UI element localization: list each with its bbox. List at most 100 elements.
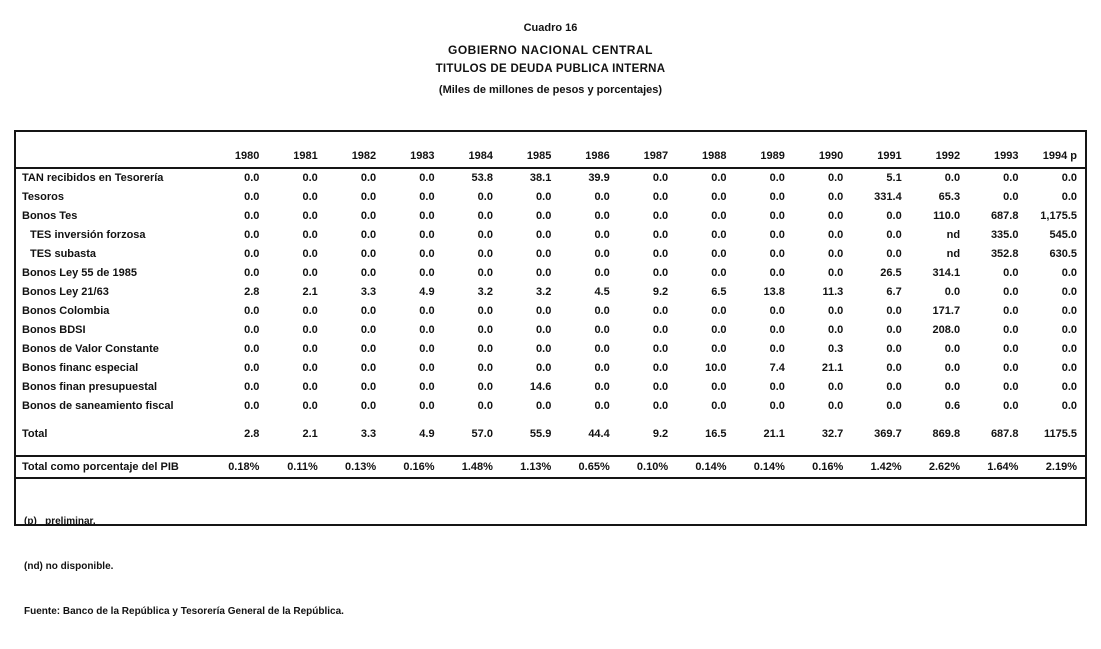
value-cell: 0.13% [325,455,385,479]
value-cell: 0.0 [652,190,669,203]
value-cell: 0.0 [419,399,435,412]
value-cell: 0.0 [419,323,435,336]
value-cell: 0.0 [360,399,377,412]
value-cell: 0.0 [769,380,785,393]
value-cell: 0.0 [1003,323,1019,336]
value-cell: 352.8 [990,247,1019,260]
year-header: 1986 [559,132,618,169]
value-cell: 10.0 [705,361,727,374]
table-row: Total 2.8 2.1 3.3 4.9 57.0 55.9 44.4 9.2 16.5 21.1… [16,424,1085,444]
value-cell: 0.0 [1061,190,1077,203]
value-cell: 0.0 [360,209,377,222]
value-cell: 0.3 [828,342,844,355]
value-cell: 0.0 [244,399,260,412]
row-label: Bonos de Valor Constante [22,342,159,355]
label-column-header [16,132,209,169]
value-cell: 0.0 [244,304,260,317]
value-cell: 0.0 [419,228,435,241]
value-cell: 0.0 [769,266,785,279]
value-cell: 0.0 [302,209,318,222]
row-label: Bonos BDSI [22,323,86,336]
value-cell: 9.2 [652,428,669,440]
table-number: Cuadro 16 [523,22,578,34]
value-cell: 65.3 [938,190,961,203]
value-cell: 0.0 [828,380,844,393]
value-cell: 0.0 [886,380,902,393]
value-cell: 0.0 [244,228,260,241]
value-cell: 0.0 [477,228,493,241]
value-cell: 0.0 [302,228,318,241]
value-cell: 0.0 [536,361,552,374]
value-cell: 14.6 [529,380,552,393]
table-row: Bonos BDSI 0.0 0.0 0.0 0.0 0.0 0.0 0.0 0.0 0.0 0.0… [16,320,1085,339]
value-cell: 0.0 [828,399,844,412]
value-cell: 16.5 [705,428,727,440]
value-cell: 3.2 [477,285,493,298]
value-cell: 0.0 [828,228,844,241]
value-cell: nd [946,247,961,260]
value-cell: 0.0 [652,323,669,336]
year-header: 1987 [617,132,677,169]
row-label: Total [22,428,48,440]
value-cell: 0.0 [594,190,610,203]
value-cell: 0.0 [944,380,961,393]
units-note: (Miles de millones de pesos y porcentaje… [438,84,663,96]
value-cell: 0.0 [1061,380,1077,393]
value-cell: 0.0 [652,342,669,355]
value-cell: 0.0 [594,209,610,222]
value-cell: 0.0 [360,304,377,317]
value-cell: 0.0 [769,209,785,222]
value-cell: 0.0 [244,172,260,184]
value-cell: 0.0 [360,323,377,336]
year-header: 1982 [325,132,385,169]
value-cell: 0.0 [477,209,493,222]
value-cell: 0.0 [769,247,785,260]
table-row: Bonos de saneamiento fiscal 0.0 0.0 0.0 0.0 0… [16,396,1085,415]
value-cell: 0.0 [594,247,610,260]
footnote-fuente: Fuente: Banco de la República y Tesorerí… [24,606,344,617]
table-row: Bonos Ley 21/63 2.8 2.1 3.3 4.9 3.2 3.2 4.5 9.2 6… [16,282,1085,301]
value-cell: 0.0 [536,190,552,203]
value-cell: 0.0 [711,228,727,241]
value-cell: 0.0 [477,304,493,317]
value-cell: 0.0 [536,304,552,317]
value-cell: 7.4 [769,361,785,374]
value-cell: 0.0 [594,399,610,412]
value-cell: 0.65% [559,455,618,479]
value-cell: 0.0 [711,323,727,336]
value-cell: 0.0 [594,361,610,374]
value-cell: 38.1 [529,172,552,184]
value-cell: 0.0 [652,247,669,260]
value-cell: 0.0 [302,172,318,184]
value-cell: 0.0 [1061,361,1077,374]
value-cell: 0.0 [944,285,961,298]
value-cell: 0.0 [360,190,377,203]
row-label: TES inversión forzosa [30,228,146,241]
value-cell: 0.0 [419,247,435,260]
row-label: Bonos Ley 21/63 [22,285,109,298]
value-cell: 1.64% [968,455,1027,479]
table-row: Bonos Tes 0.0 0.0 0.0 0.0 0.0 0.0 0.0 0.0 0.0 0.0 0… [16,206,1085,225]
value-cell: 0.0 [419,209,435,222]
value-cell: 0.14% [734,455,793,479]
value-cell: 0.0 [477,190,493,203]
value-cell: 0.0 [828,247,844,260]
value-cell: 0.0 [652,304,669,317]
value-cell: 0.10% [617,455,677,479]
title-block: Cuadro 16 GOBIERNO NACIONAL CENTRAL TITU… [0,22,1101,96]
value-cell: 0.0 [1003,399,1019,412]
row-label: Bonos de saneamiento fiscal [22,399,174,412]
value-cell: 0.0 [828,323,844,336]
value-cell: 0.0 [594,266,610,279]
value-cell: 0.0 [1061,323,1077,336]
value-cell: 0.16% [384,455,443,479]
value-cell: 0.0 [419,304,435,317]
value-cell: 0.0 [302,399,318,412]
value-cell: 0.0 [244,266,260,279]
value-cell: 0.0 [652,209,669,222]
value-cell: 0.0 [769,323,785,336]
value-cell: 0.0 [536,342,552,355]
value-cell: 0.0 [944,172,961,184]
value-cell: 1,175.5 [1040,209,1077,222]
value-cell: 21.1 [821,361,844,374]
